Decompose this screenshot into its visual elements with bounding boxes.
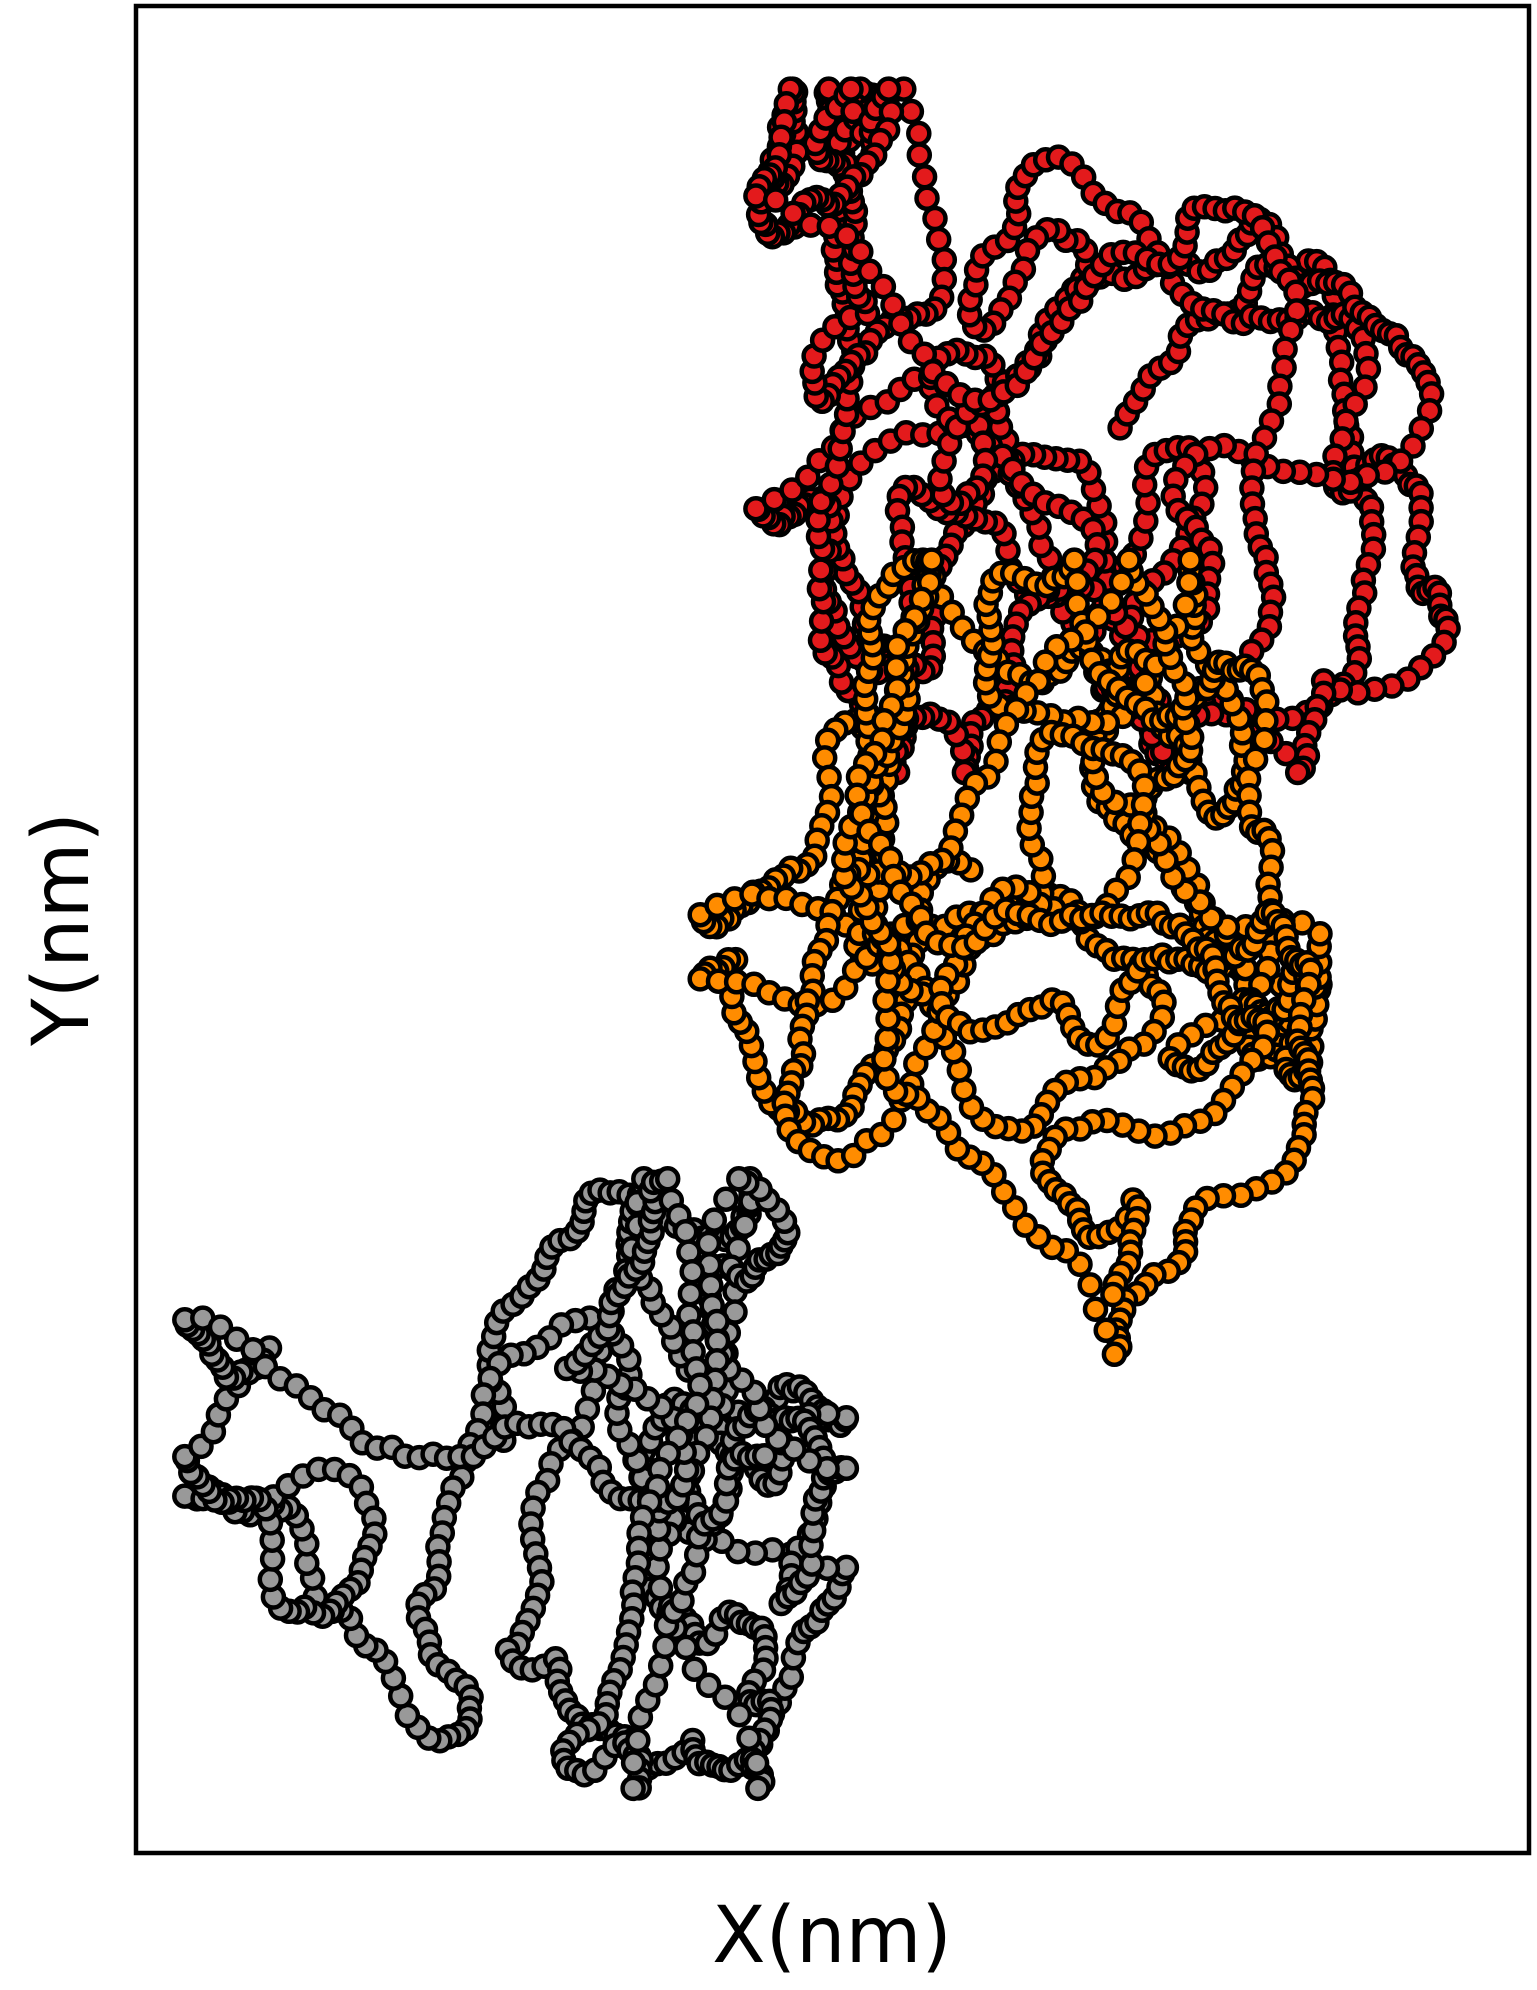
scatter-point <box>751 1442 778 1469</box>
scatter-point <box>726 1701 753 1728</box>
scatter-point <box>1093 1317 1119 1344</box>
scatter-point <box>871 1046 897 1072</box>
scatter-point <box>207 1314 234 1340</box>
scatter-point <box>743 183 769 209</box>
scatter-point <box>713 1186 739 1212</box>
scatter-point <box>672 1218 699 1245</box>
scatter-point <box>1307 921 1333 947</box>
scatter-point <box>906 120 932 147</box>
scatter-point <box>1177 547 1203 573</box>
scatter-point <box>838 76 864 102</box>
scatter-point <box>654 1166 681 1192</box>
scatter-point <box>1100 1281 1126 1308</box>
scatter-point <box>647 1575 674 1601</box>
scatter-point <box>681 1656 708 1682</box>
scatter-point <box>625 1727 651 1754</box>
scatter-point <box>883 654 909 681</box>
scatter-point <box>911 164 938 190</box>
scatter-point <box>1082 1296 1109 1322</box>
scatter-point <box>1101 1341 1128 1368</box>
scatter-point <box>743 1750 770 1776</box>
scatter-point <box>726 1166 752 1192</box>
scatter-point <box>698 1272 724 1299</box>
scatter-point <box>834 223 860 249</box>
scatter-points <box>172 76 1461 1802</box>
scatter-point <box>875 76 902 102</box>
scatter-point <box>732 1212 758 1239</box>
scatter-point <box>620 1750 647 1776</box>
scatter-point <box>795 464 821 490</box>
scatter-point <box>925 226 952 253</box>
scatter-point <box>695 1672 722 1699</box>
scatter-point <box>922 205 948 232</box>
scatter-point <box>856 258 883 285</box>
plot-area <box>133 3 1532 1856</box>
scatter-point <box>701 1207 728 1233</box>
scatter-point <box>780 200 806 227</box>
scatter-point <box>914 185 940 212</box>
scatter-point <box>736 1725 762 1751</box>
scatter-point <box>1108 569 1135 595</box>
scatter-point <box>257 1566 284 1593</box>
scatter-point <box>652 1633 678 1660</box>
scatter-point <box>240 1337 266 1363</box>
scatter-point <box>906 142 933 168</box>
scatter-point <box>779 477 805 503</box>
scatter-point <box>679 1258 705 1285</box>
y-axis-label: Y(nm) <box>17 812 107 1047</box>
scatter-point <box>677 1280 704 1307</box>
scatter-point <box>762 187 789 213</box>
scatter-point <box>1176 569 1202 596</box>
scatter-point <box>1064 568 1091 595</box>
scatter-point <box>745 1775 771 1802</box>
scatter-point <box>1077 1272 1103 1298</box>
scatter-point <box>918 547 945 573</box>
scatter-point <box>1116 547 1142 573</box>
x-axis-label: X(nm) <box>712 1891 952 1981</box>
scatter-point <box>620 1775 646 1802</box>
scatter-point <box>1284 759 1311 786</box>
scatter-point <box>884 633 911 660</box>
scatter-point <box>712 1684 738 1710</box>
scatter-point <box>1172 592 1199 618</box>
scatter-point <box>1061 547 1088 573</box>
